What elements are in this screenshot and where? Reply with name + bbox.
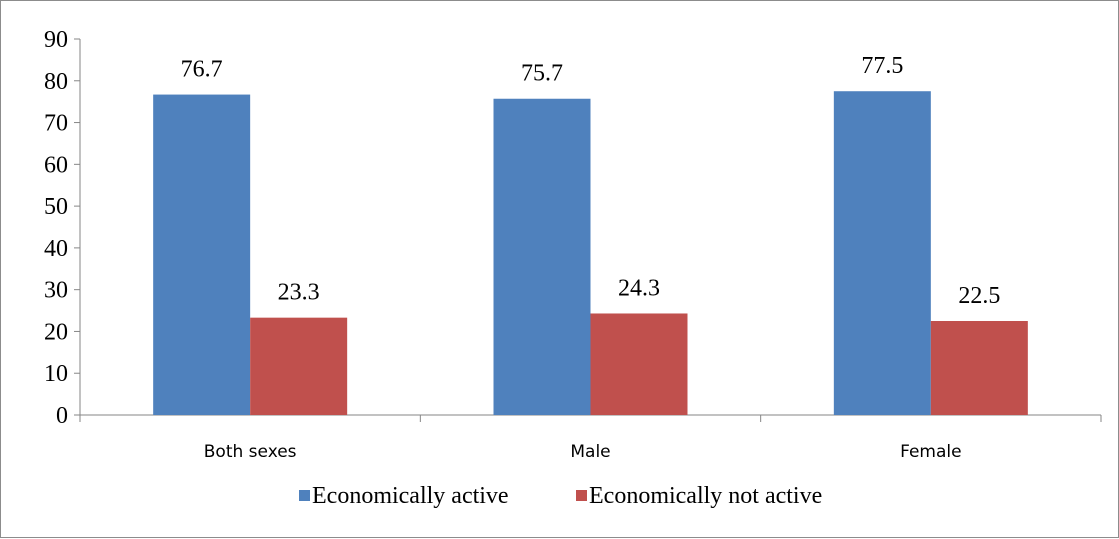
y-tick-label: 20 (44, 319, 68, 345)
y-tick-label: 90 (44, 27, 68, 53)
bar (153, 94, 251, 415)
x-category-label: Both sexes (204, 442, 297, 462)
data-label: 77.5 (861, 53, 903, 79)
data-label: 76.7 (181, 57, 223, 83)
legend-swatch (576, 490, 587, 501)
bar (833, 91, 931, 415)
x-category-label: Female (900, 442, 961, 462)
y-tick-label: 80 (44, 69, 68, 95)
legend-label: Economically not active (589, 483, 822, 509)
legend-swatch (299, 490, 310, 501)
data-label: 22.5 (958, 283, 1000, 309)
bar (493, 98, 591, 416)
y-tick-label: 70 (44, 111, 68, 137)
y-tick-label: 50 (44, 194, 68, 220)
legend-label: Economically active (312, 483, 509, 509)
data-label: 23.3 (278, 280, 320, 306)
y-tick-label: 40 (44, 236, 68, 262)
y-tick-label: 10 (44, 361, 68, 387)
x-category-label: Male (570, 442, 610, 462)
y-tick-label: 30 (44, 278, 68, 304)
data-label: 75.7 (521, 61, 563, 87)
bar (250, 317, 348, 415)
y-tick-label: 60 (44, 152, 68, 178)
bar (590, 313, 688, 415)
data-label: 24.3 (618, 275, 660, 301)
bar (930, 321, 1028, 415)
y-tick-label: 0 (56, 403, 68, 429)
